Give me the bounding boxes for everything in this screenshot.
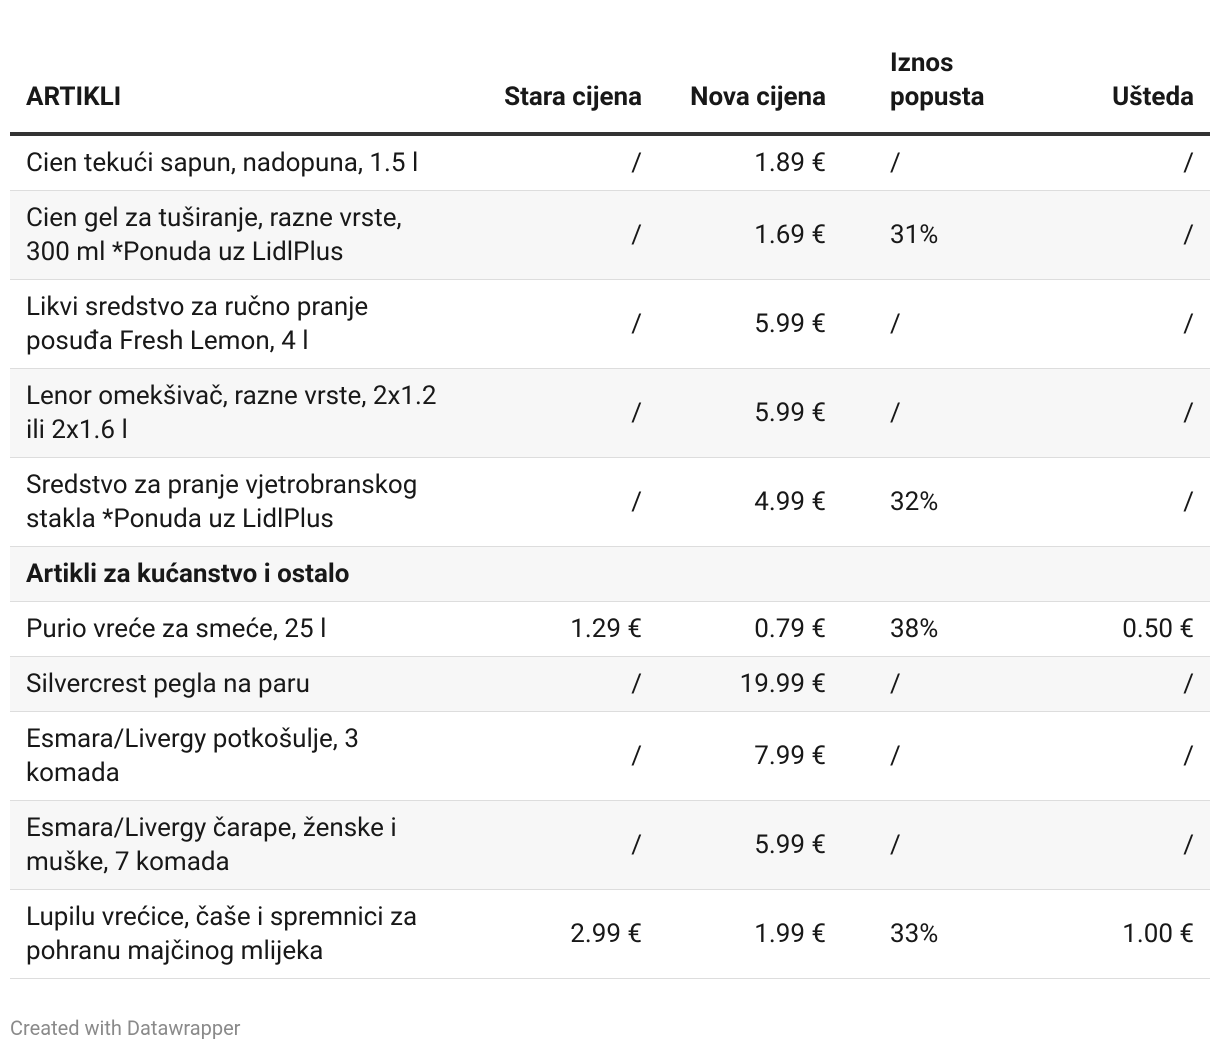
table-cell: / [1020, 800, 1210, 890]
table-cell: / [1020, 656, 1210, 712]
table-cell: / [1020, 190, 1210, 280]
table-cell: 5.99 € [658, 368, 842, 458]
footer: Created with Datawrapper [10, 1016, 241, 1040]
header-cell: Nova cijena [658, 40, 842, 136]
header-row: ARTIKLI Stara cijena Nova cijena Iznos popu… [10, 40, 1210, 136]
table-row: Esmara/Livergy potkošulje, 3 komada/7.99… [10, 711, 1210, 801]
header-cell: Ušteda [1020, 40, 1210, 136]
table-cell: 0.50 € [1020, 601, 1210, 657]
table-cell: 19.99 € [658, 656, 842, 712]
table-cell: / [460, 656, 658, 712]
table-cell: / [842, 800, 1020, 890]
table-cell: Silvercrest pegla na paru [10, 656, 460, 712]
table-cell: 4.99 € [658, 457, 842, 547]
table-cell: Sredstvo za pranje vjetrobranskog stakla… [10, 457, 460, 547]
table-cell: 33% [842, 889, 1020, 979]
table-cell: Lenor omekšivač, razne vrste, 2x1.2 ili … [10, 368, 460, 458]
table-cell: / [842, 656, 1020, 712]
table-cell: 38% [842, 601, 1020, 657]
table-cell: / [1020, 457, 1210, 547]
table-cell: Purio vreće za smeće, 25 l [10, 601, 460, 657]
header-cell: Stara cijena [460, 40, 658, 136]
table-cell: Cien gel za tuširanje, razne vrste, 300 … [10, 190, 460, 280]
table-cell: / [460, 279, 658, 369]
table-cell: Lupilu vrećice, čaše i spremnici za pohr… [10, 889, 460, 979]
table-cell: / [842, 368, 1020, 458]
table-cell: / [842, 279, 1020, 369]
table-row: Lupilu vrećice, čaše i spremnici za pohr… [10, 889, 1210, 979]
table-cell: / [842, 134, 1020, 191]
table-row: Esmara/Livergy čarape, ženske i muške, 7… [10, 800, 1210, 890]
table-cell: / [460, 457, 658, 547]
table-row: Silvercrest pegla na paru/19.99 € / / [10, 656, 1210, 712]
table-cell: / [460, 134, 658, 191]
table-cell: / [1020, 368, 1210, 458]
section-cell: Artikli za kućanstvo i ostalo [10, 546, 1210, 602]
table-cell: / [460, 368, 658, 458]
table-cell: / [1020, 134, 1210, 191]
table-cell: 0.79 € [658, 601, 842, 657]
price-table: ARTIKLI Stara cijena Nova cijena Iznos popu… [10, 40, 1210, 979]
table-cell: Likvi sredstvo za ručno pranje posuđa Fr… [10, 279, 460, 369]
table-cell: 1.29 € [460, 601, 658, 657]
header-cell: ARTIKLI [10, 40, 460, 136]
table-cell: 1.69 € [658, 190, 842, 280]
table-cell: / [1020, 711, 1210, 801]
table-row: Cien gel za tuširanje, razne vrste, 300 … [10, 190, 1210, 280]
table-row: Sredstvo za pranje vjetrobranskog stakla… [10, 457, 1210, 547]
table-cell: Cien tekući sapun, nadopuna, 1.5 l [10, 134, 460, 191]
table-cell: 1.00 € [1020, 889, 1210, 979]
table-cell: / [460, 711, 658, 801]
table-cell: 32% [842, 457, 1020, 547]
table-cell: 2.99 € [460, 889, 658, 979]
table-cell: / [1020, 279, 1210, 369]
table-row: Cien tekući sapun, nadopuna, 1.5 l/1.89 … [10, 134, 1210, 191]
table-cell: 5.99 € [658, 800, 842, 890]
table-cell: 1.89 € [658, 134, 842, 191]
table-row: Likvi sredstvo za ručno pranje posuđa Fr… [10, 279, 1210, 369]
table-cell: Esmara/Livergy čarape, ženske i muške, 7… [10, 800, 460, 890]
table-cell: / [460, 800, 658, 890]
table-cell: 7.99 € [658, 711, 842, 801]
table-cell: / [460, 190, 658, 280]
table-row: Lenor omekšivač, razne vrste, 2x1.2 ili … [10, 368, 1210, 458]
table-row: Purio vreće za smeće, 25 l 1.29 €0.79 €38… [10, 601, 1210, 657]
table-body: Cien tekući sapun, nadopuna, 1.5 l/1.89 … [10, 134, 1210, 979]
table-cell: / [842, 711, 1020, 801]
header-cell: Iznos popusta [842, 40, 1020, 136]
table-cell: 5.99 € [658, 279, 842, 369]
table-cell: 1.99 € [658, 889, 842, 979]
table-cell: Esmara/Livergy potkošulje, 3 komada [10, 711, 460, 801]
table-cell: 31% [842, 190, 1020, 280]
table-row: Artikli za kućanstvo i ostalo [10, 546, 1210, 602]
